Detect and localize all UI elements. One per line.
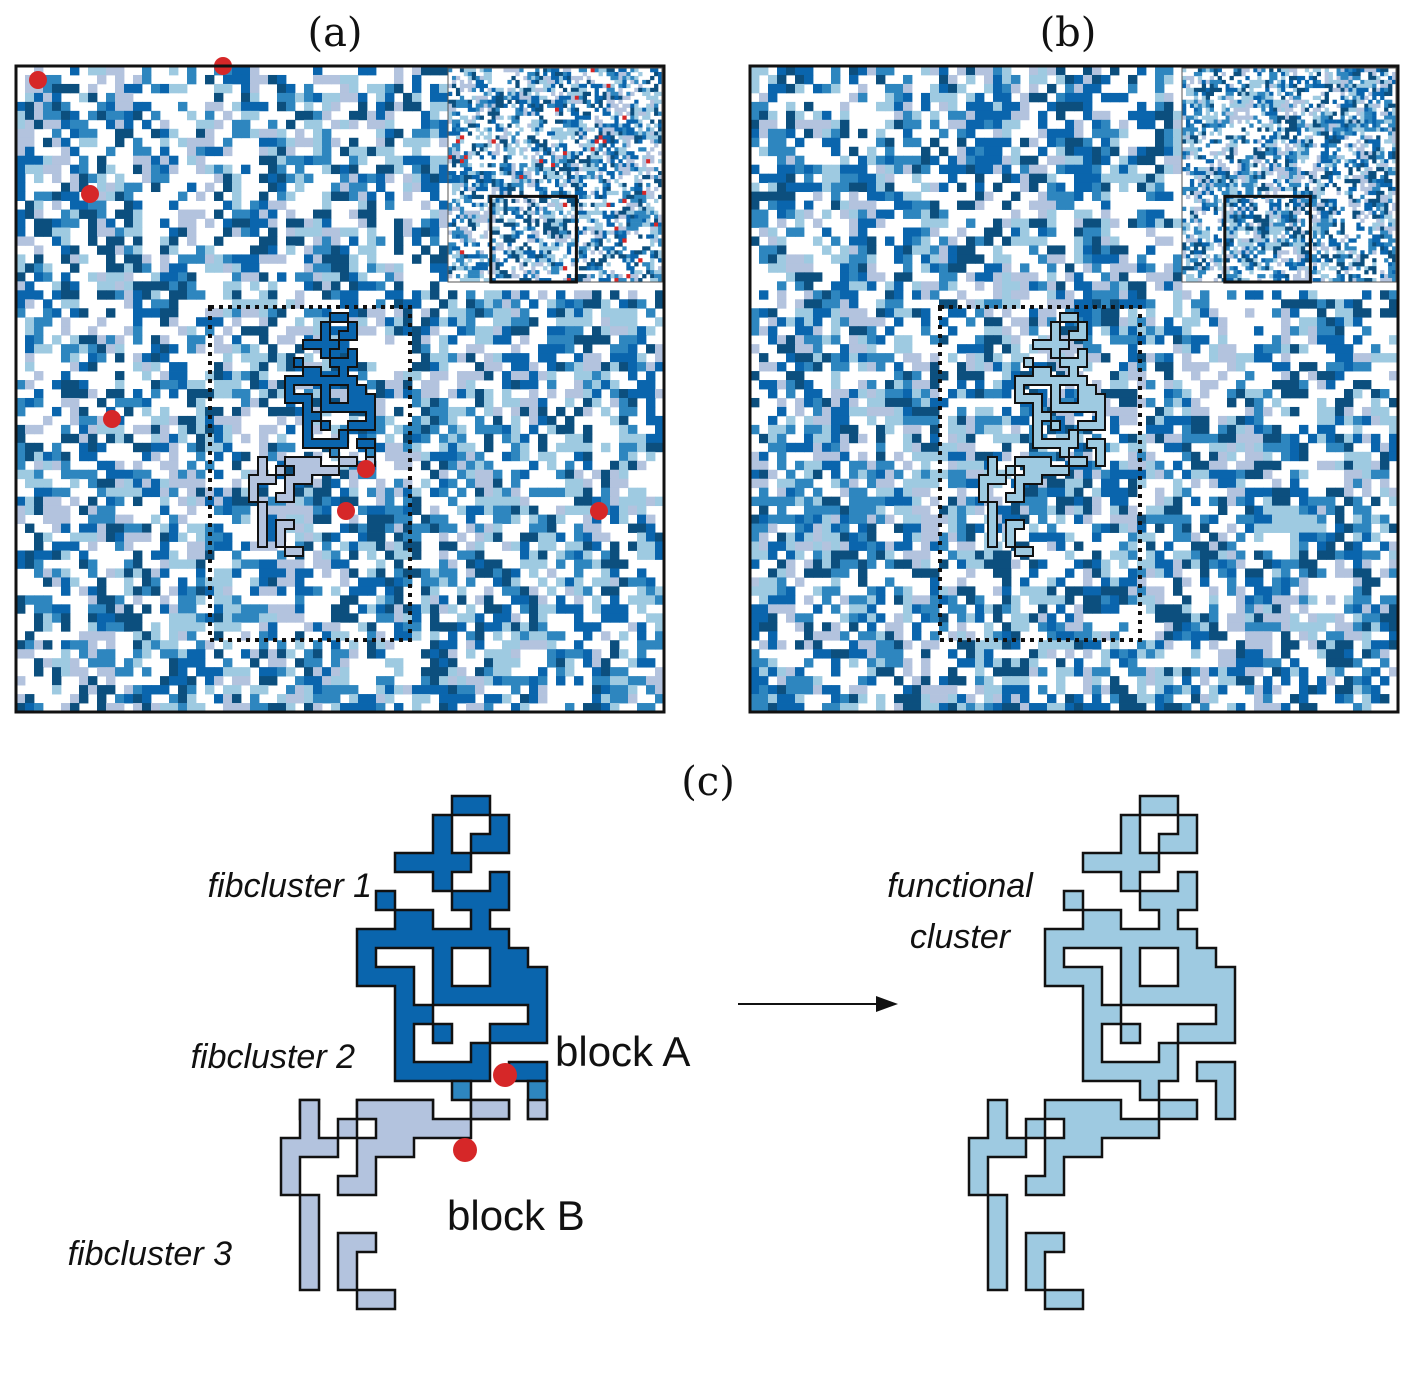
label-functional: functional bbox=[887, 867, 1034, 905]
label-fibcluster-1: fibcluster 1 bbox=[208, 867, 372, 905]
label-block-b: block B bbox=[447, 1192, 585, 1239]
panel-label-b: (b) bbox=[1040, 10, 1097, 56]
label-block-a: block A bbox=[555, 1028, 690, 1075]
transform-arrow bbox=[738, 996, 898, 1012]
block-markers-a bbox=[29, 57, 608, 520]
inset-overview-a bbox=[447, 67, 663, 284]
lattice-grid-b bbox=[750, 66, 1399, 713]
label-fibcluster-3: fibcluster 3 bbox=[68, 1235, 232, 1273]
block-marker-dot bbox=[103, 410, 121, 428]
block-a-marker bbox=[493, 1063, 517, 1087]
inset-zoom-box bbox=[489, 194, 578, 284]
fibcluster-3-shape bbox=[279, 1098, 549, 1311]
block-marker-dot bbox=[590, 502, 608, 520]
panel-a-lattice bbox=[14, 57, 666, 714]
label-fibcluster-2: fibcluster 2 bbox=[191, 1038, 355, 1076]
panel-label-a: (a) bbox=[307, 10, 362, 56]
block-marker-dot bbox=[337, 502, 355, 520]
functional-cluster-diagram bbox=[967, 794, 1237, 1311]
label-cluster: cluster bbox=[910, 918, 1012, 956]
zoom-region-a bbox=[208, 305, 412, 642]
fibcluster-1-shape bbox=[355, 794, 549, 1083]
functional-cluster-shape-b bbox=[978, 312, 1106, 557]
functional-cluster-shape bbox=[967, 794, 1237, 1311]
panel-c-schematic: fibcluster 1 fibcluster 2 fibcluster 3 b… bbox=[68, 794, 1237, 1311]
panel-b-lattice bbox=[748, 64, 1400, 714]
panel-frame-a bbox=[14, 64, 666, 714]
block-marker-dot bbox=[357, 460, 375, 478]
inset-overview-b bbox=[1181, 67, 1397, 284]
highlighted-cluster-b bbox=[978, 312, 1106, 557]
block-marker-dot bbox=[81, 185, 99, 203]
panel-frame-b bbox=[748, 64, 1400, 714]
highlighted-clusters-a bbox=[248, 312, 376, 557]
fibclusters-diagram bbox=[279, 794, 549, 1311]
zoom-region-b bbox=[938, 305, 1142, 642]
inset-zoom-box bbox=[1223, 194, 1312, 284]
block-marker-dot bbox=[29, 71, 47, 89]
panel-label-c: (c) bbox=[681, 759, 735, 805]
block-b-marker bbox=[453, 1138, 477, 1162]
fibcluster-1-shape-a bbox=[284, 312, 376, 449]
